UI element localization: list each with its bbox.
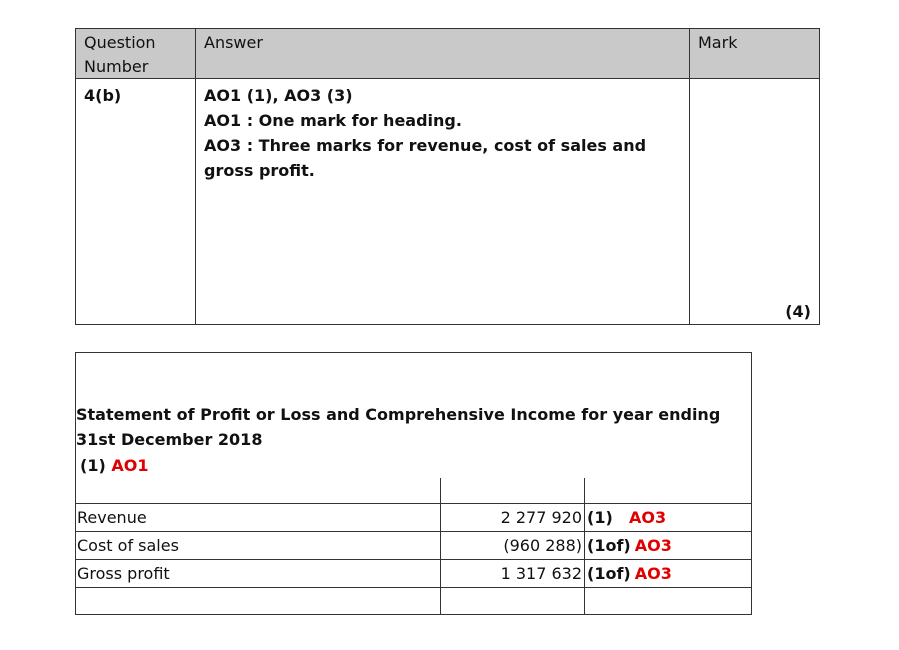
row-line	[75, 559, 752, 560]
row-label: Revenue	[77, 508, 147, 527]
heading-mark-text: (1)	[80, 456, 106, 475]
row-line	[75, 531, 752, 532]
row-label: Cost of sales	[77, 536, 179, 555]
mark-cell: (4)	[689, 78, 820, 325]
row-mark-text: (1of)	[587, 536, 631, 555]
statement-box	[75, 352, 752, 615]
heading-ao: AO1	[111, 456, 149, 475]
row-mark-text: (1of)	[587, 564, 631, 583]
row-mark: (1) AO3	[587, 505, 666, 531]
header-text: Question Number	[84, 33, 156, 76]
heading-mark: (1) AO1	[80, 453, 148, 478]
answer-line: AO1 : One mark for heading.	[204, 111, 462, 130]
mark-total: (4)	[785, 302, 811, 321]
header-cell: Answer	[195, 28, 690, 79]
header-cell: Question Number	[75, 28, 196, 79]
row-mark: (1of) AO3	[587, 561, 672, 587]
row-mark: (1of) AO3	[587, 533, 672, 559]
answer-cell: AO1 (1), AO3 (3) AO1 : One mark for head…	[195, 78, 690, 325]
row-ao: AO3	[634, 564, 672, 583]
row-amount: 1 317 632	[500, 564, 582, 583]
row-amount: 2 277 920	[500, 508, 582, 527]
statement-title: Statement of Profit or Loss and Comprehe…	[76, 405, 721, 449]
column-line	[584, 478, 585, 614]
answer-line: AO1 (1), AO3 (3)	[204, 86, 353, 105]
header-cell: Mark	[689, 28, 820, 79]
row-amount: (960 288)	[503, 536, 582, 555]
row-label: Gross profit	[77, 564, 170, 583]
question-number: 4(b)	[75, 78, 196, 325]
row-line	[75, 503, 752, 504]
row-ao: AO3	[629, 508, 667, 527]
row-ao: AO3	[634, 536, 672, 555]
row-line	[75, 587, 752, 588]
row-mark-text: (1)	[587, 508, 613, 527]
header-text: Mark	[698, 33, 738, 52]
answer-line: AO3 : Three marks for revenue, cost of s…	[204, 136, 647, 180]
header-text: Answer	[204, 33, 263, 52]
column-line	[440, 478, 441, 614]
